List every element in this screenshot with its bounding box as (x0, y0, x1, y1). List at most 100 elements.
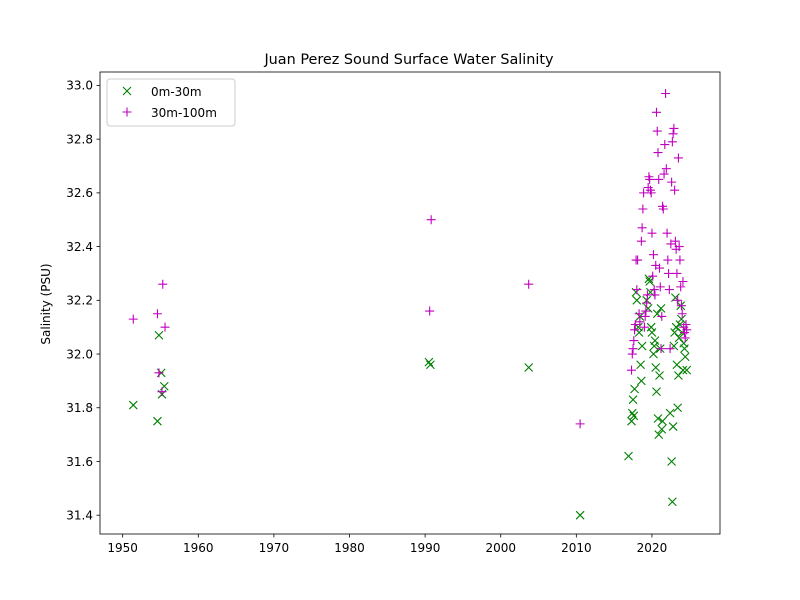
point-30m-100m-36 (648, 271, 658, 281)
point-30m-100m-17 (632, 285, 642, 295)
x-tick-label-1970: 1970 (259, 541, 290, 555)
point-30m-100m-28 (642, 298, 652, 308)
point-30m-100m-12 (628, 344, 638, 354)
point-0m-30m-37 (653, 414, 663, 423)
point-30m-100m-57 (664, 268, 674, 278)
point-30m-100m-66 (670, 236, 680, 246)
point-0m-30m-14 (629, 411, 639, 421)
point-30m-100m-54 (661, 164, 671, 174)
point-30m-100m-15 (630, 319, 640, 329)
point-30m-100m-32 (645, 174, 655, 184)
y-tick-label-32.4: 32.4 (66, 240, 93, 254)
y-tick-label-32.2: 32.2 (66, 294, 93, 308)
point-30m-100m-8 (524, 279, 534, 289)
y-tick-label-32.0: 32.0 (66, 347, 93, 361)
point-0m-30m-8 (524, 363, 534, 372)
y-axis-label: Salinity (PSU) (39, 263, 53, 344)
legend-box (106, 78, 236, 127)
point-30m-100m-62 (667, 137, 677, 147)
legend-marker-symbol-30m-100m (122, 107, 132, 117)
point-30m-100m-79 (680, 333, 690, 343)
point-30m-100m-34 (646, 188, 656, 198)
point-0m-30m-2 (154, 330, 164, 340)
point-0m-30m-15 (630, 384, 639, 394)
point-0m-30m-47 (668, 422, 678, 431)
point-0m-30m-43 (658, 416, 667, 426)
point-30m-100m-39 (650, 290, 660, 300)
point-30m-100m-64 (669, 123, 679, 133)
point-30m-100m-81 (682, 325, 692, 335)
point-0m-30m-55 (674, 333, 684, 343)
point-0m-30m-63 (680, 352, 690, 362)
y-tick-label-31.8: 31.8 (66, 401, 93, 415)
legend-marker-0m-30m (122, 86, 132, 96)
point-30m-100m-2 (154, 368, 164, 378)
point-30m-100m-56 (663, 255, 673, 265)
point-0m-30m-49 (670, 328, 680, 337)
point-30m-100m-22 (637, 223, 647, 233)
point-0m-30m-42 (657, 424, 667, 434)
point-30m-100m-18 (633, 255, 643, 265)
point-30m-100m-27 (641, 306, 651, 316)
point-30m-100m-72 (675, 255, 685, 265)
point-30m-100m-3 (157, 387, 167, 397)
point-30m-100m-6 (425, 306, 435, 316)
point-0m-30m-10 (624, 451, 633, 461)
point-30m-100m-70 (673, 153, 683, 163)
point-0m-30m-45 (667, 457, 676, 466)
point-30m-100m-26 (640, 311, 650, 321)
point-30m-100m-44 (654, 174, 664, 184)
point-0m-30m-53 (673, 403, 683, 413)
point-30m-100m-13 (629, 336, 639, 346)
point-0m-30m-23 (637, 341, 647, 351)
chart-title: Juan Perez Sound Surface Water Salinity (263, 52, 554, 68)
point-30m-100m-52 (660, 140, 670, 150)
point-0m-30m-33 (650, 336, 660, 345)
point-30m-100m-63 (668, 129, 678, 139)
point-30m-100m-14 (630, 325, 640, 335)
point-0m-30m-35 (652, 387, 661, 397)
point-0m-30m-22 (636, 376, 646, 386)
legend-label-30m-100m: 30m-100m (151, 106, 217, 120)
point-0m-30m-7 (426, 360, 435, 370)
point-0m-30m-46 (667, 497, 677, 507)
point-30m-100m-41 (651, 107, 661, 117)
point-0m-30m-30 (647, 328, 657, 337)
point-30m-100m-73 (676, 282, 686, 292)
point-30m-100m-47 (656, 344, 666, 354)
point-30m-100m-35 (647, 228, 657, 238)
point-30m-100m-10 (627, 365, 637, 375)
point-30m-100m-43 (653, 148, 663, 158)
y-axis: 31.4 31.6 31.8 32.0 32.2 32.4 32.6 32.8 33.0 (66, 79, 100, 522)
x-tick-label-2020: 2020 (637, 541, 668, 555)
legend-marker-symbol-0m-30m (122, 86, 132, 96)
point-30m-100m-0 (128, 314, 138, 324)
point-30m-100m-60 (666, 239, 676, 249)
point-30m-100m-23 (638, 204, 648, 214)
point-0m-30m-64 (682, 365, 692, 375)
point-30m-100m-58 (664, 285, 674, 295)
point-30m-100m-11 (627, 349, 637, 359)
point-30m-100m-51 (659, 169, 669, 179)
data-points (128, 88, 692, 520)
point-30m-100m-21 (636, 236, 646, 246)
point-0m-30m-34 (651, 363, 661, 372)
point-0m-30m-54 (674, 371, 683, 380)
point-0m-30m-58 (677, 314, 686, 324)
point-30m-100m-45 (655, 263, 665, 273)
point-0m-30m-62 (680, 344, 689, 354)
point-30m-100m-65 (670, 185, 680, 195)
point-30m-100m-68 (672, 268, 682, 278)
point-30m-100m-55 (662, 228, 672, 238)
point-30m-100m-71 (674, 242, 684, 252)
y-tick-label-31.4: 31.4 (66, 508, 93, 522)
point-30m-100m-29 (642, 290, 652, 300)
point-30m-100m-53 (661, 88, 671, 98)
x-tick-label-1950: 1950 (107, 541, 138, 555)
point-30m-100m-1 (152, 309, 162, 319)
x-tick-label-1980: 1980 (334, 541, 365, 555)
point-30m-100m-48 (657, 311, 667, 321)
point-30m-100m-5 (160, 322, 170, 332)
point-0m-30m-41 (656, 303, 666, 313)
